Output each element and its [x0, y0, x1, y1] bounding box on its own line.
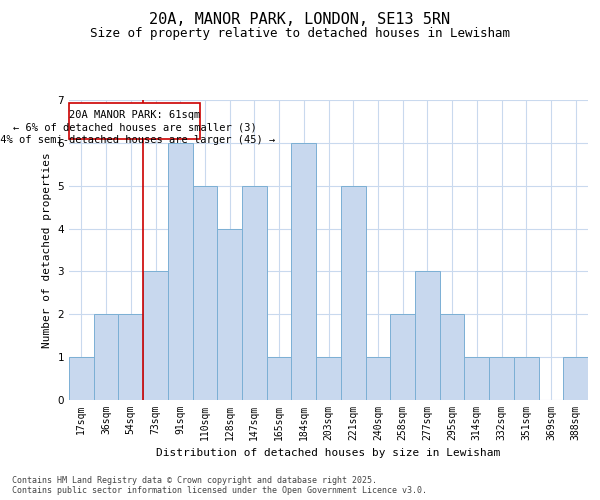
Bar — [563, 357, 588, 400]
Bar — [168, 143, 193, 400]
Bar — [292, 143, 316, 400]
Y-axis label: Number of detached properties: Number of detached properties — [42, 152, 52, 348]
Bar — [267, 357, 292, 400]
Bar — [489, 357, 514, 400]
Bar — [242, 186, 267, 400]
Bar — [341, 186, 365, 400]
Bar — [118, 314, 143, 400]
X-axis label: Distribution of detached houses by size in Lewisham: Distribution of detached houses by size … — [157, 448, 500, 458]
Text: 20A, MANOR PARK, LONDON, SE13 5RN: 20A, MANOR PARK, LONDON, SE13 5RN — [149, 12, 451, 28]
Text: 94% of semi-detached houses are larger (45) →: 94% of semi-detached houses are larger (… — [0, 134, 275, 144]
Text: Contains HM Land Registry data © Crown copyright and database right 2025.
Contai: Contains HM Land Registry data © Crown c… — [12, 476, 427, 495]
Bar — [217, 228, 242, 400]
Text: ← 6% of detached houses are smaller (3): ← 6% of detached houses are smaller (3) — [13, 122, 257, 132]
Bar — [464, 357, 489, 400]
Bar — [193, 186, 217, 400]
Bar — [316, 357, 341, 400]
Text: 20A MANOR PARK: 61sqm: 20A MANOR PARK: 61sqm — [70, 110, 200, 120]
Bar — [390, 314, 415, 400]
Bar — [440, 314, 464, 400]
Bar — [69, 357, 94, 400]
Text: Size of property relative to detached houses in Lewisham: Size of property relative to detached ho… — [90, 28, 510, 40]
Bar — [514, 357, 539, 400]
FancyBboxPatch shape — [70, 103, 200, 140]
Bar — [415, 272, 440, 400]
Bar — [94, 314, 118, 400]
Bar — [143, 272, 168, 400]
Bar — [365, 357, 390, 400]
